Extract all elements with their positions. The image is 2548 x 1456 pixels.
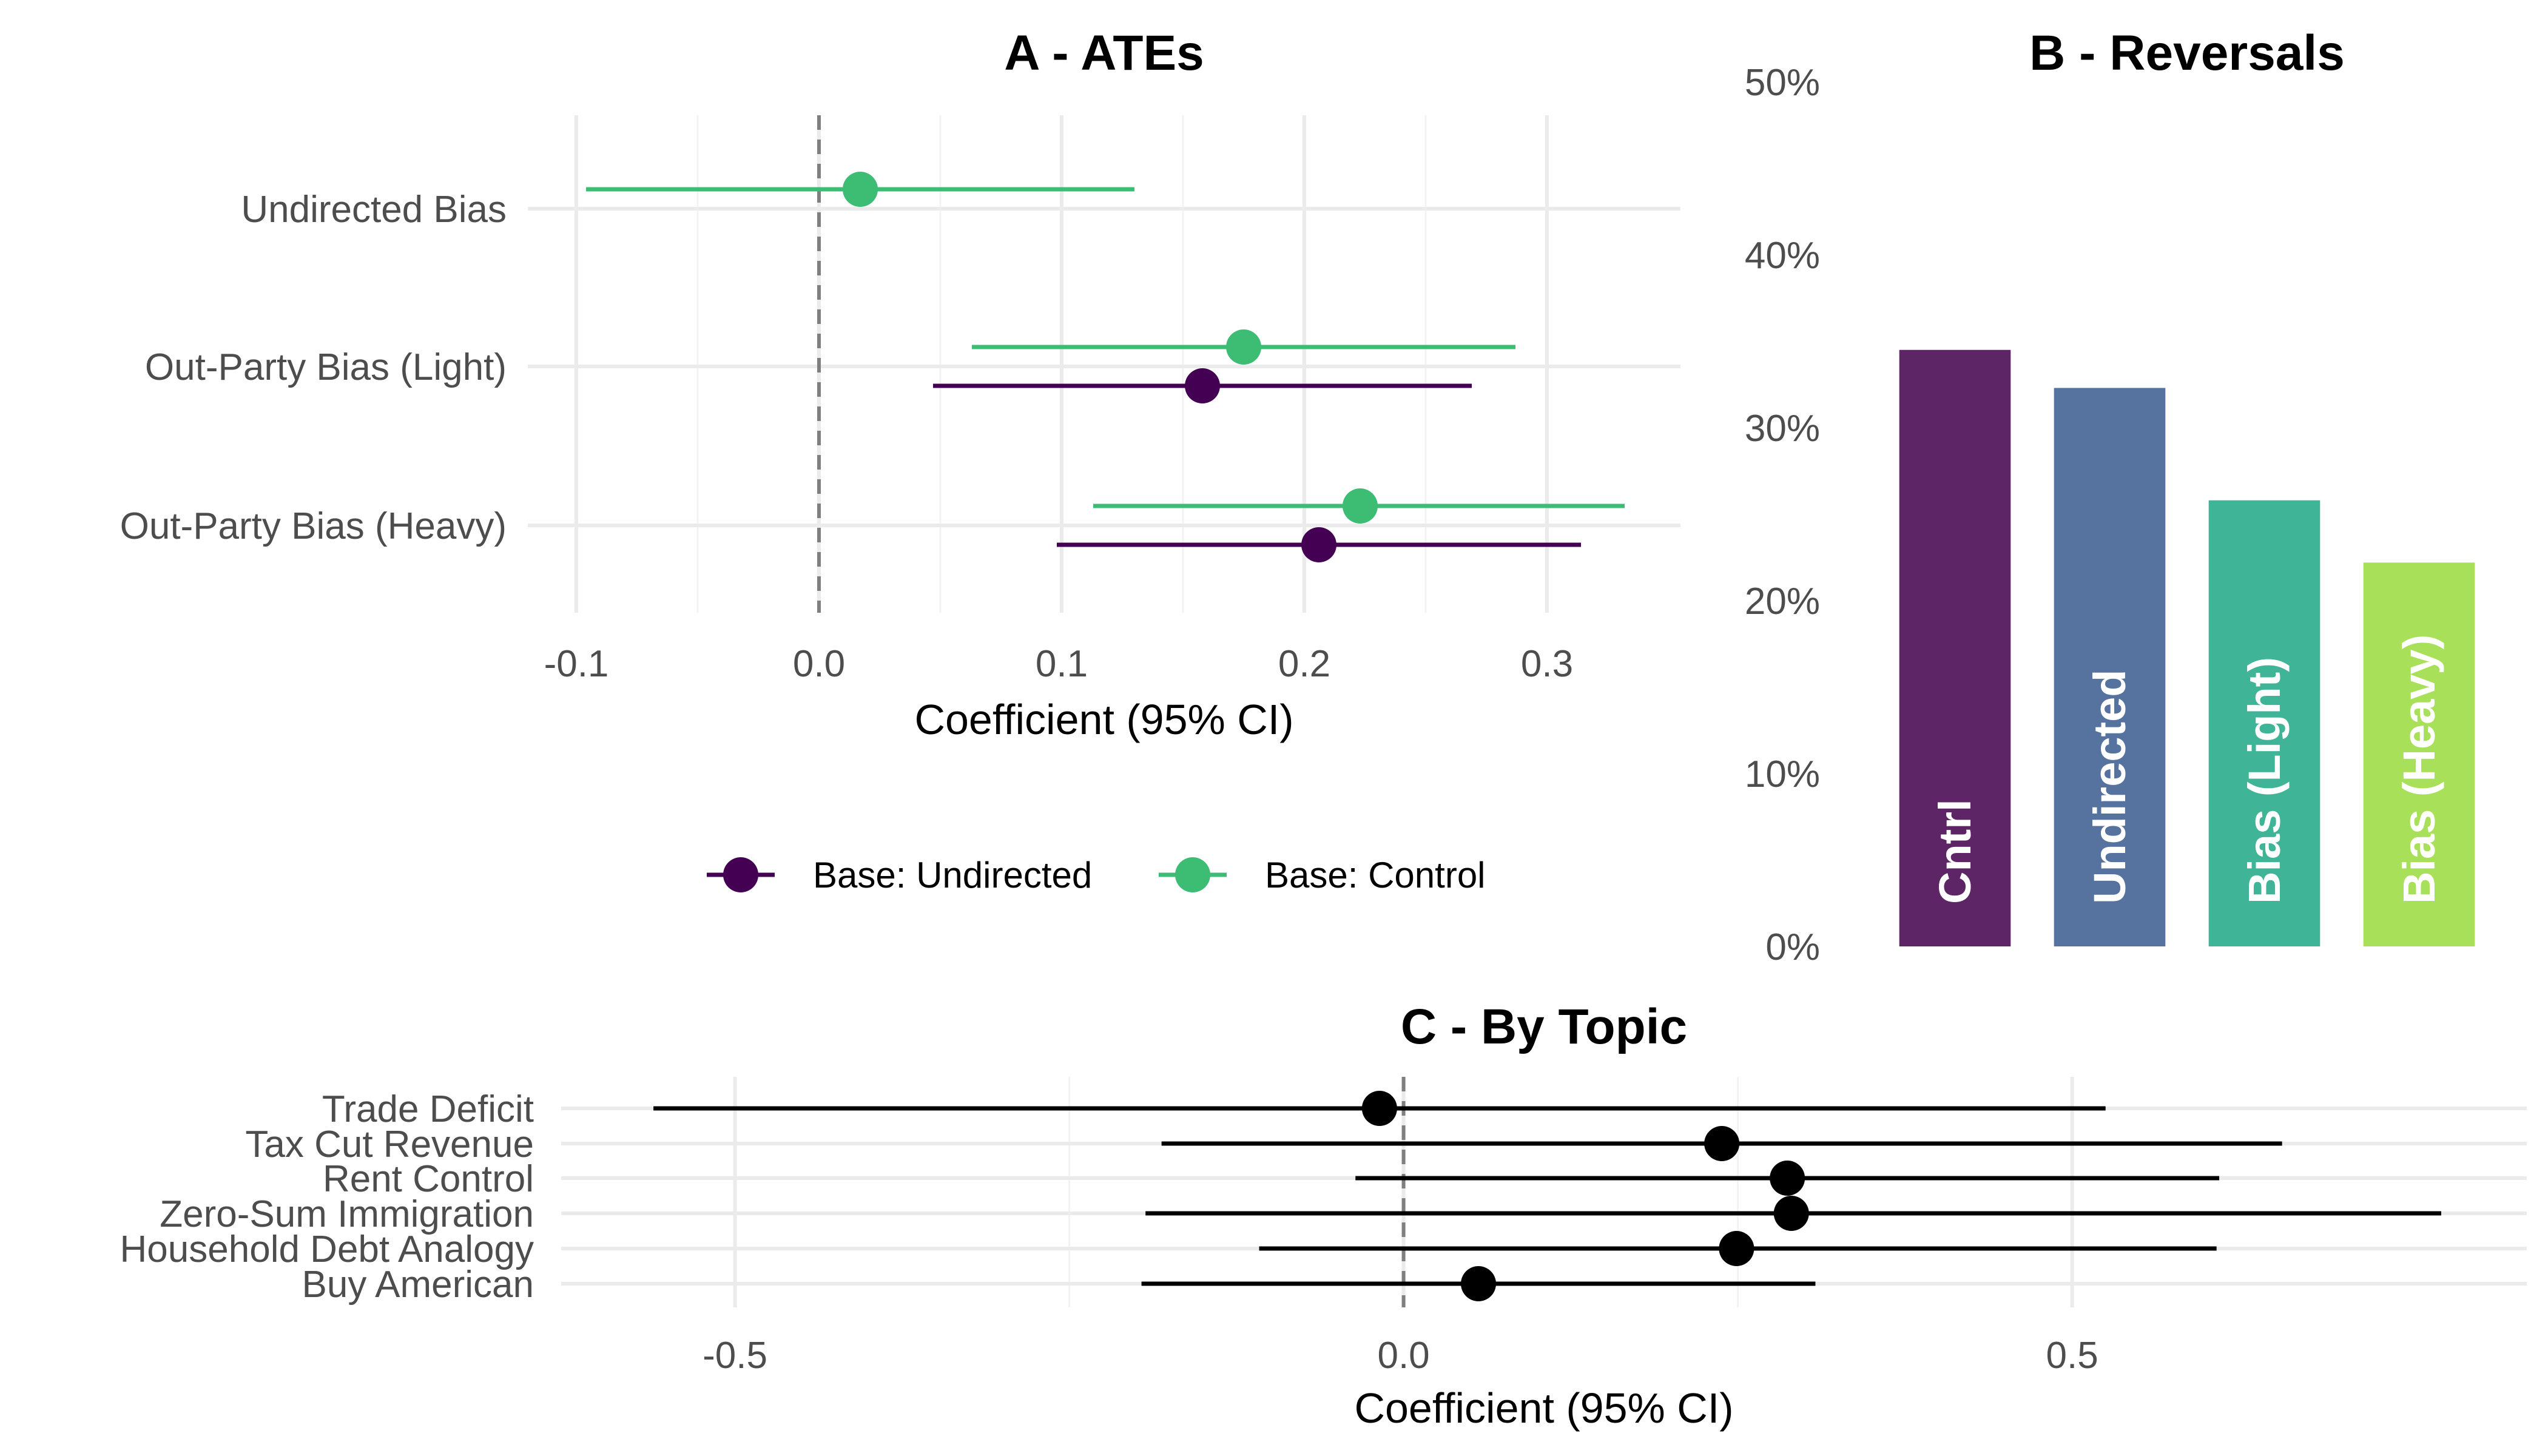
panel-b-bar-bias-light: [2208, 500, 2320, 946]
panel-b-y-tick-label: 40%: [1745, 235, 1820, 277]
panel-b-y-tick-label: 10%: [1745, 753, 1820, 795]
panel-b-bar-bias-heavy: [2363, 562, 2475, 946]
panel-b-y-tick-label: 50%: [1745, 62, 1820, 104]
panel-a-x-tick-label: 0.0: [793, 643, 845, 685]
panel-a-category-label-out-party-bias-heavy: Out-Party Bias (Heavy): [120, 505, 507, 547]
panel-b-bar-label-bias-light: Bias (Light): [2239, 657, 2290, 904]
panel-b-y-tick-label: 20%: [1745, 581, 1820, 622]
panel-b-reversals: B - Reversals 0% 10% 20% 30% 40% 50% Cntrl Undir…: [1745, 25, 2475, 968]
panel-b-bar-cntrl: [1899, 349, 2011, 946]
panel-b-bar-label-cntrl: Cntrl: [1930, 799, 1980, 904]
panel-a-ates: A - ATEs -0.1 0.0 0.1 0.2 0.3 Undirected Bias O…: [120, 25, 1680, 895]
panel-a-base-control-out-party-bias-light-point: [1226, 329, 1261, 365]
panel-c-category-label-buy-american: Buy American: [302, 1264, 534, 1306]
panel-b-title: B - Reversals: [2029, 25, 2345, 81]
panel-a-x-tick-label: -0.1: [544, 643, 609, 685]
panel-c-x-tick-label: -0.5: [703, 1335, 767, 1377]
panel-a-x-axis-title: Coefficient (95% CI): [914, 696, 1293, 743]
panel-a-base-undirected-out-party-bias-heavy-point: [1301, 527, 1336, 562]
panel-c-household-debt-analogy-point: [1719, 1231, 1754, 1266]
panel-c-x-tick-label: 0.0: [1377, 1335, 1429, 1377]
panel-b-bar-label-bias-heavy: Bias (Heavy): [2394, 635, 2444, 904]
panel-b-y-tick-label: 0%: [1765, 926, 1820, 968]
panel-a-x-tick-label: 0.3: [1521, 643, 1573, 685]
panel-c-title: C - By Topic: [1401, 999, 1687, 1054]
legend-key-point-base-control: [1175, 857, 1210, 892]
panel-c-category-label-zero-sum-immigration: Zero-Sum Immigration: [160, 1193, 534, 1235]
panel-c-zero-sum-immigration-point: [1773, 1196, 1809, 1231]
panel-c-category-label-tax-cut-revenue: Tax Cut Revenue: [245, 1124, 534, 1165]
panel-c-buy-american-point: [1461, 1266, 1496, 1301]
panel-c-x-axis-title: Coefficient (95% CI): [1354, 1384, 1733, 1432]
panel-c-category-label-trade-deficit: Trade Deficit: [322, 1088, 534, 1130]
panel-a-base-control-out-party-bias-heavy-point: [1343, 488, 1378, 524]
panel-c-tax-cut-revenue-point: [1704, 1126, 1740, 1161]
panel-a-category-label-undirected-bias: Undirected Bias: [241, 189, 507, 231]
panel-c-trade-deficit-point: [1361, 1091, 1397, 1126]
panel-a-category-label-out-party-bias-light: Out-Party Bias (Light): [145, 346, 507, 388]
panel-b-bar-undirected: [2054, 388, 2166, 946]
panel-a-x-tick-label: 0.1: [1036, 643, 1088, 685]
panel-a-base-undirected-out-party-bias-light-point: [1185, 368, 1220, 403]
panel-c-category-label-household-debt-analogy: Household Debt Analogy: [120, 1228, 534, 1270]
panel-a-title: A - ATEs: [1004, 25, 1204, 81]
panel-c-category-label-rent-control: Rent Control: [323, 1158, 534, 1200]
legend-key-point-base-undirected: [723, 857, 758, 892]
legend-label-base-control: Base: Control: [1265, 855, 1486, 895]
panel-b-bar-label-undirected: Undirected: [2085, 669, 2135, 904]
panel-c-rent-control-point: [1770, 1161, 1805, 1196]
legend-label-base-undirected: Base: Undirected: [813, 855, 1092, 895]
panel-a-base-control-undirected-bias-point: [843, 172, 878, 207]
panel-b-y-tick-label: 30%: [1745, 408, 1820, 450]
panel-c-x-tick-label: 0.5: [2046, 1335, 2098, 1377]
panel-a-x-tick-label: 0.2: [1278, 643, 1330, 685]
